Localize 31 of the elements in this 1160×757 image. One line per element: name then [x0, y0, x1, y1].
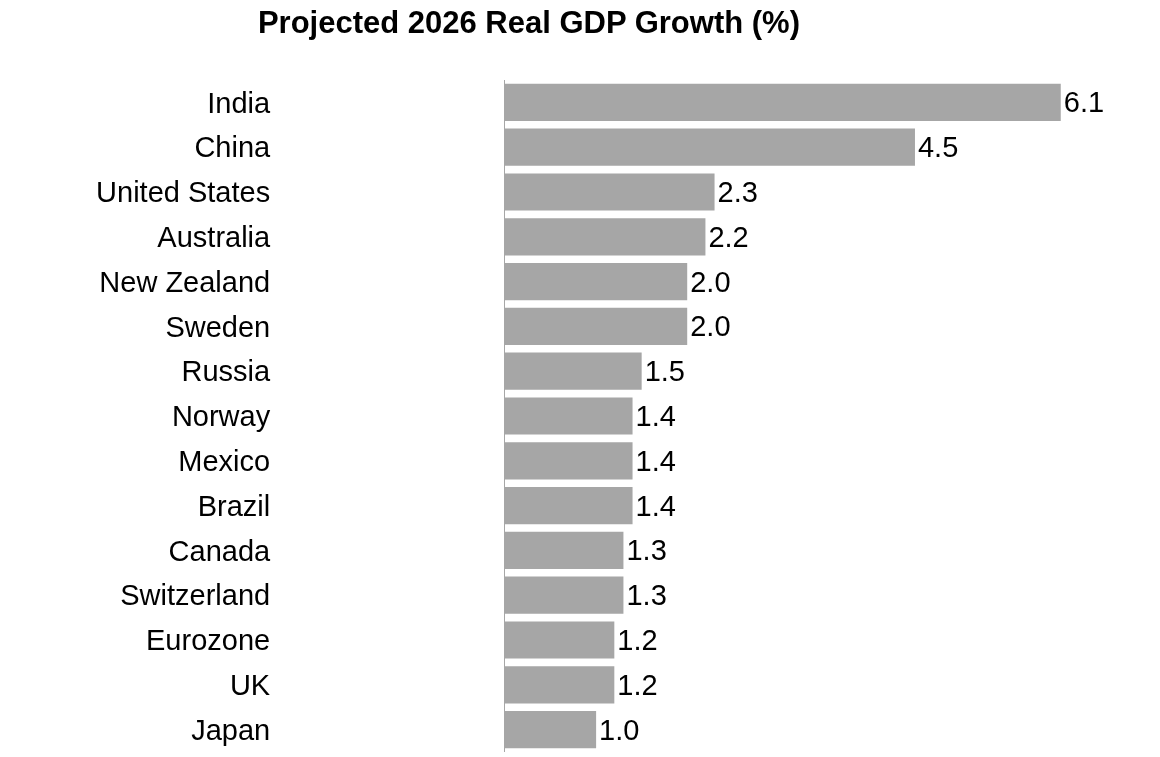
y-tick-label: New Zealand [99, 265, 271, 298]
y-tick-label: United States [96, 176, 271, 209]
y-tick-label: Australia [157, 220, 272, 253]
data-label: 6.1 [1063, 86, 1105, 119]
data-label: 1.4 [635, 489, 676, 522]
data-label: 2.2 [708, 220, 749, 253]
data-label: 1.2 [617, 668, 658, 701]
y-tick-label: Japan [191, 713, 271, 746]
y-tick-label: UK [229, 668, 271, 701]
data-label: 1.2 [617, 624, 658, 656]
y-tick-label: Brazil [197, 489, 271, 522]
y-tick-label: Eurozone [146, 624, 271, 657]
y-tick-label: Mexico [178, 444, 271, 477]
data-label: 1.4 [635, 444, 676, 477]
data-label: 1.5 [644, 355, 685, 388]
y-tick-label: Canada [168, 534, 272, 567]
data-label: 2.0 [690, 265, 731, 298]
y-tick-label: Switzerland [120, 579, 271, 612]
y-tick-label: Russia [181, 355, 272, 388]
y-tick-label: China [194, 131, 272, 164]
data-label: 1.3 [626, 579, 667, 612]
data-label: 2.3 [717, 176, 758, 208]
y-tick-label: Norway [171, 400, 271, 433]
chart-title: Projected 2026 Real GDP Growth (%) [257, 5, 801, 41]
data-label: 1.0 [599, 713, 640, 746]
data-label: 4.5 [917, 131, 959, 164]
data-label: 2.0 [690, 310, 731, 343]
data-label: 1.4 [635, 400, 676, 432]
data-label: 1.3 [626, 534, 667, 567]
y-tick-label: India [207, 86, 272, 119]
y-tick-label: Sweden [165, 310, 271, 343]
